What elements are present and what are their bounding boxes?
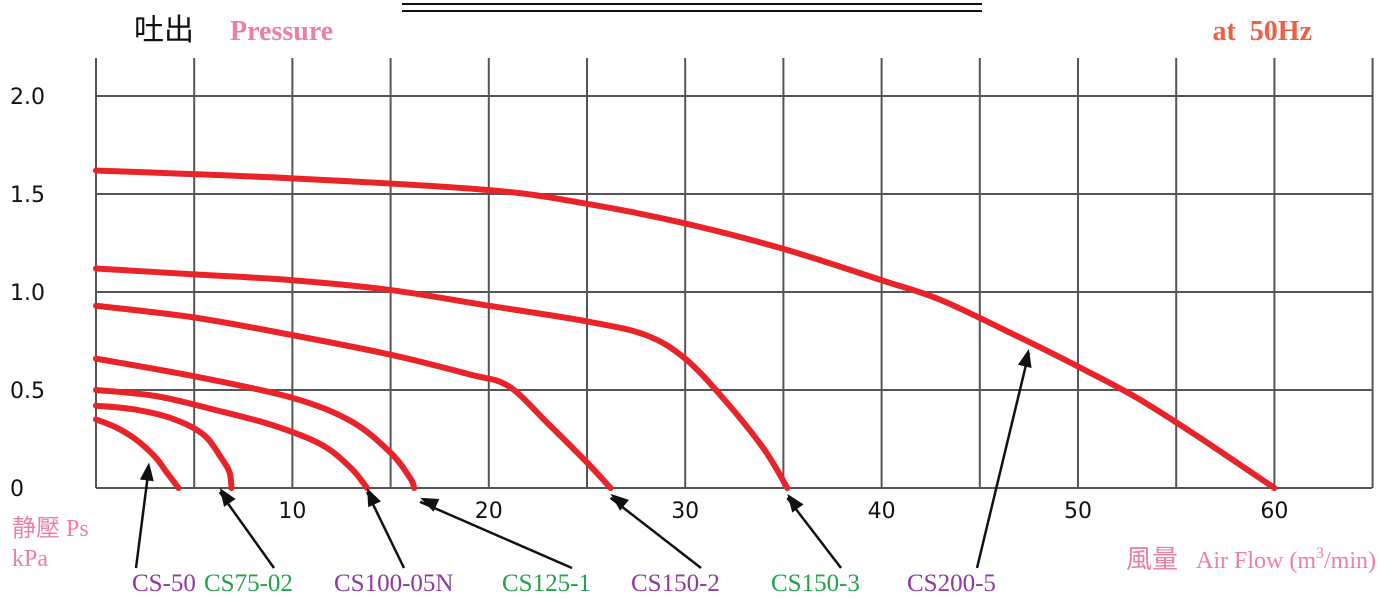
arrow-shaft — [419, 500, 573, 570]
x-axis-label-sup: 3 — [1316, 545, 1324, 562]
x-tick-label: 20 — [475, 499, 503, 524]
arrow-shaft — [609, 496, 702, 569]
x-tick-label: 30 — [671, 499, 699, 524]
x-tick-label: 50 — [1064, 499, 1092, 524]
curve-cs125-1 — [93, 355, 418, 491]
arrow-head — [420, 497, 440, 512]
arrow-cs-50 — [134, 462, 154, 569]
model-label-cs150-2: CS150-2 — [631, 570, 720, 597]
model-arrows — [134, 348, 1032, 570]
model-label-cs150-3: CS150-3 — [771, 570, 860, 597]
curve-cs-50 — [93, 416, 182, 491]
arrow-cs150-3 — [786, 493, 842, 569]
arrow-cs125-1 — [419, 497, 573, 570]
arrow-head — [1017, 348, 1032, 368]
x-tick-label: 40 — [868, 499, 896, 524]
x-axis-label-text: Air Flow (m — [1196, 548, 1316, 574]
frequency-label: at 50Hz — [1212, 16, 1312, 47]
model-label-cs-50: CS-50 — [132, 570, 196, 597]
y-tick-label: 0 — [10, 477, 24, 502]
model-labels: CS-50 CS75-02 CS100-05N CS125-1 CS150-2 CS150… — [132, 570, 996, 597]
arrow-head — [610, 493, 629, 511]
curve-cs150-3 — [93, 265, 791, 491]
chart-grid — [95, 58, 1374, 489]
y-axis-unit: kPa — [12, 546, 48, 572]
model-label-cs75-02: CS75-02 — [204, 570, 293, 597]
arrow-shaft — [975, 352, 1031, 569]
curve-cs75-02 — [93, 402, 235, 491]
y-tick-label: 0.5 — [10, 379, 45, 404]
arrow-cs150-2 — [609, 493, 702, 569]
arrow-cs75-02 — [218, 488, 276, 569]
model-label-cs200-5: CS200-5 — [907, 570, 996, 597]
y-tick-labels: 0 0.5 1.0 1.5 2.0 — [10, 85, 45, 502]
x-tick-label: 10 — [278, 499, 306, 524]
curve-cs150-2 — [93, 302, 614, 491]
arrow-head — [219, 488, 236, 507]
x-tick-label: 60 — [1260, 499, 1288, 524]
model-label-cs100-05n: CS100-05N — [334, 570, 453, 597]
x-axis-label-prefix: 風量 — [1126, 545, 1178, 574]
x-tick-labels: 10 20 30 40 50 60 — [278, 499, 1288, 524]
y-tick-label: 1.0 — [10, 281, 45, 306]
arrow-cs100-05n — [365, 488, 406, 569]
curve-cs100-05n — [93, 387, 371, 491]
arrow-shaft — [218, 491, 276, 569]
arrow-head — [139, 462, 154, 482]
arrow-head — [787, 493, 804, 513]
arrow-shaft — [134, 466, 151, 569]
y-tick-label: 1.5 — [10, 183, 45, 208]
y-axis-label: 静壓 Ps — [12, 515, 89, 542]
arrow-cs200-5 — [975, 348, 1032, 569]
curve-cs200-5 — [93, 167, 1278, 491]
y-tick-label: 2.0 — [10, 85, 45, 110]
model-label-cs125-1: CS125-1 — [502, 570, 591, 597]
x-axis-label: 風量 Air Flow (m3/min) — [1126, 545, 1376, 574]
chart-title: Pressure — [230, 16, 333, 47]
arrow-head — [367, 488, 381, 508]
chart-title-prefix: 吐出 — [134, 14, 194, 47]
performance-curves — [93, 167, 1278, 491]
x-axis-label-suffix: /min) — [1324, 548, 1376, 574]
